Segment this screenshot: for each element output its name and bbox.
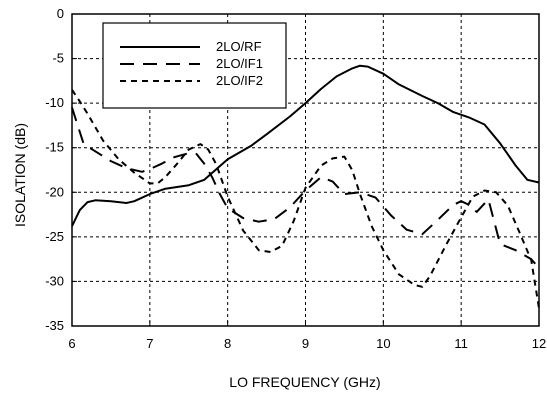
series-line-2lo-rf <box>71 64 540 227</box>
legend-label-2lo-if2: 2LO/IF2 <box>216 73 263 88</box>
legend-label-2lo-rf: 2LO/RF <box>216 39 262 54</box>
legend-label-2lo-if1: 2LO/IF1 <box>216 56 263 71</box>
y-tick-label: -15 <box>45 140 64 155</box>
series-line-2lo-if2 <box>71 89 540 309</box>
grid <box>72 14 539 326</box>
tick-labels: 6 7 8 9 10 11 12 0 -5 -10 -15 -20 -25 -30 -35 <box>45 6 546 351</box>
y-tick-label: -25 <box>45 229 64 244</box>
x-tick-label: 7 <box>146 336 153 351</box>
x-tick-label: 9 <box>302 336 309 351</box>
y-tick-label: -35 <box>45 318 64 333</box>
x-axis-label: LO FREQUENCY (GHz) <box>229 374 380 390</box>
series-lines <box>71 64 540 309</box>
x-tick-label: 6 <box>68 336 75 351</box>
x-tick-label: 8 <box>224 336 231 351</box>
y-tick-label: -20 <box>45 184 64 199</box>
y-tick-label: -5 <box>52 51 64 66</box>
y-tick-label: -30 <box>45 273 64 288</box>
x-tick-label: 11 <box>454 336 468 351</box>
y-tick-label: 0 <box>57 6 64 21</box>
legend: 2LO/RF 2LO/IF1 2LO/IF2 <box>102 22 287 109</box>
y-tick-label: -10 <box>45 95 64 110</box>
y-axis-label: ISOLATION (dB) <box>12 123 28 227</box>
x-tick-label: 10 <box>376 336 390 351</box>
x-tick-label: 12 <box>532 336 546 351</box>
legend-box <box>102 22 287 109</box>
